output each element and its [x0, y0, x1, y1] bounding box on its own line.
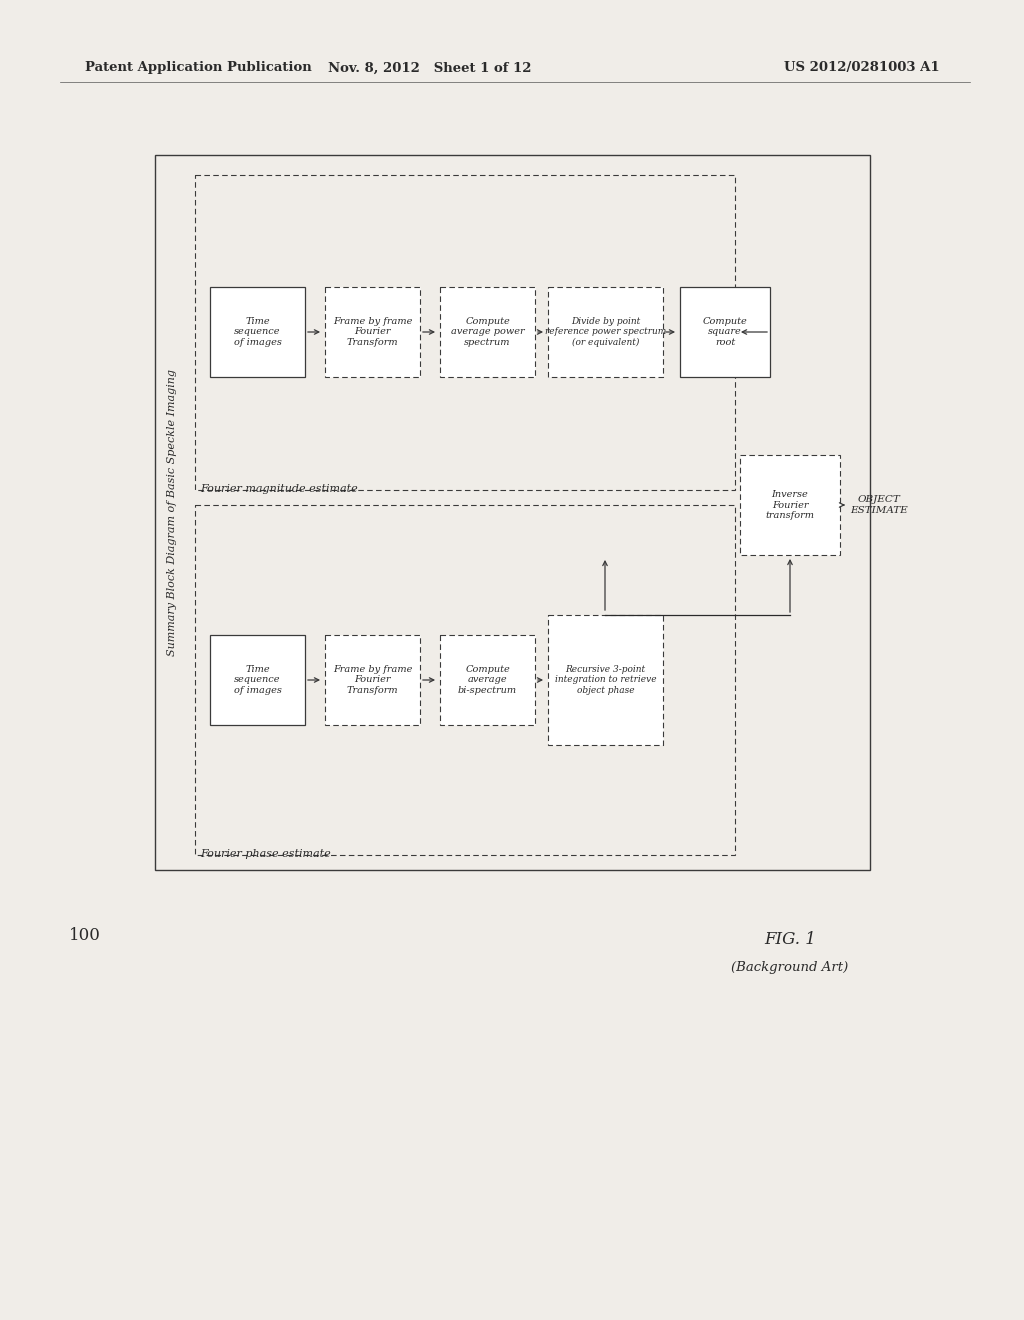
Text: FIG. 1: FIG. 1	[764, 932, 816, 949]
Bar	[680, 286, 770, 378]
Text: Divide by point
reference power spectrum
(or equivalent): Divide by point reference power spectrum…	[545, 317, 667, 347]
Text: Time
sequence
of images: Time sequence of images	[233, 665, 282, 694]
Text: Nov. 8, 2012   Sheet 1 of 12: Nov. 8, 2012 Sheet 1 of 12	[329, 62, 531, 74]
Bar	[210, 635, 305, 725]
Text: OBJECT
ESTIMATE: OBJECT ESTIMATE	[850, 495, 907, 515]
Text: Inverse
Fourier
transform: Inverse Fourier transform	[766, 490, 814, 520]
Text: Compute
average
bi-spectrum: Compute average bi-spectrum	[458, 665, 517, 694]
Text: Compute
square
root: Compute square root	[702, 317, 748, 347]
Bar	[440, 286, 535, 378]
Text: Compute
average power
spectrum: Compute average power spectrum	[451, 317, 524, 347]
Text: Recursive 3-point
integration to retrieve
object phase: Recursive 3-point integration to retriev…	[555, 665, 656, 694]
Text: 100: 100	[69, 927, 101, 944]
Bar	[195, 506, 735, 855]
Bar	[440, 635, 535, 725]
Bar	[548, 615, 663, 744]
Text: Time
sequence
of images: Time sequence of images	[233, 317, 282, 347]
Text: Frame by frame
Fourier
Transform: Frame by frame Fourier Transform	[333, 665, 413, 694]
Text: Fourier phase estimate: Fourier phase estimate	[200, 849, 331, 859]
Bar	[325, 635, 420, 725]
Text: Summary Block Diagram of Basic Speckle Imaging: Summary Block Diagram of Basic Speckle I…	[167, 370, 177, 656]
Bar	[210, 286, 305, 378]
Text: Patent Application Publication: Patent Application Publication	[85, 62, 311, 74]
Bar	[740, 455, 840, 554]
Text: Fourier magnitude estimate: Fourier magnitude estimate	[200, 484, 357, 494]
Bar	[325, 286, 420, 378]
Text: (Background Art): (Background Art)	[731, 961, 849, 974]
Bar	[155, 154, 870, 870]
Text: US 2012/0281003 A1: US 2012/0281003 A1	[784, 62, 940, 74]
Bar	[548, 286, 663, 378]
Text: Frame by frame
Fourier
Transform: Frame by frame Fourier Transform	[333, 317, 413, 347]
Bar	[195, 176, 735, 490]
